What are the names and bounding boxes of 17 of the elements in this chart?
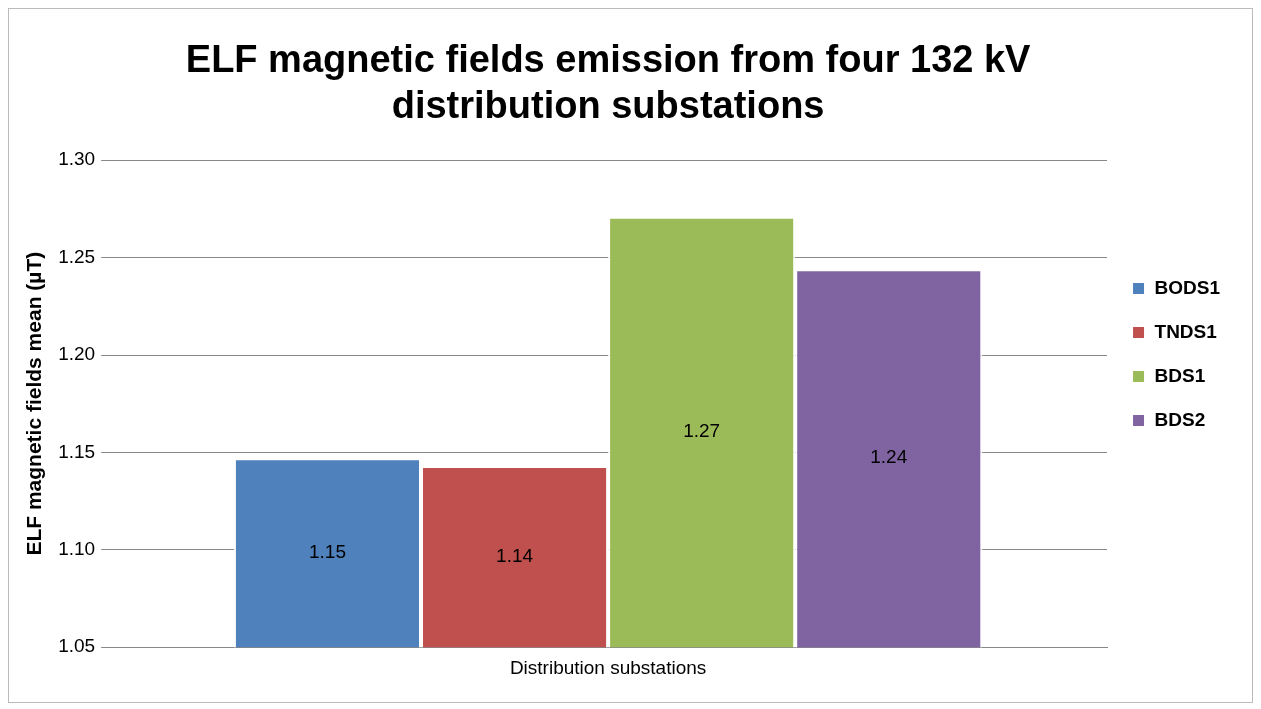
data-label: 1.15 xyxy=(308,540,346,562)
y-tick-label: 1.20 xyxy=(58,343,96,365)
data-label: 1.27 xyxy=(683,420,721,442)
y-tick-label: 1.05 xyxy=(58,635,96,657)
y-axis-title: ELF magnetic fields mean (µT) xyxy=(22,251,46,556)
data-label: 1.24 xyxy=(870,446,908,468)
y-tick-label: 1.15 xyxy=(58,440,96,462)
legend-label: TNDS1 xyxy=(1154,320,1218,342)
y-tick-label: 1.30 xyxy=(58,148,96,170)
legend-label: BODS1 xyxy=(1154,276,1221,298)
data-label: 1.14 xyxy=(496,544,534,566)
x-tick-label: Distribution substations xyxy=(509,656,707,678)
y-tick-label: 1.10 xyxy=(58,538,96,560)
legend-label: BDS2 xyxy=(1154,408,1206,430)
chart-title: ELF magnetic fields emission from four 132 kV distribution substations xyxy=(185,38,1032,126)
legend-label: BDS1 xyxy=(1154,364,1206,386)
y-tick-label: 1.25 xyxy=(58,245,96,267)
